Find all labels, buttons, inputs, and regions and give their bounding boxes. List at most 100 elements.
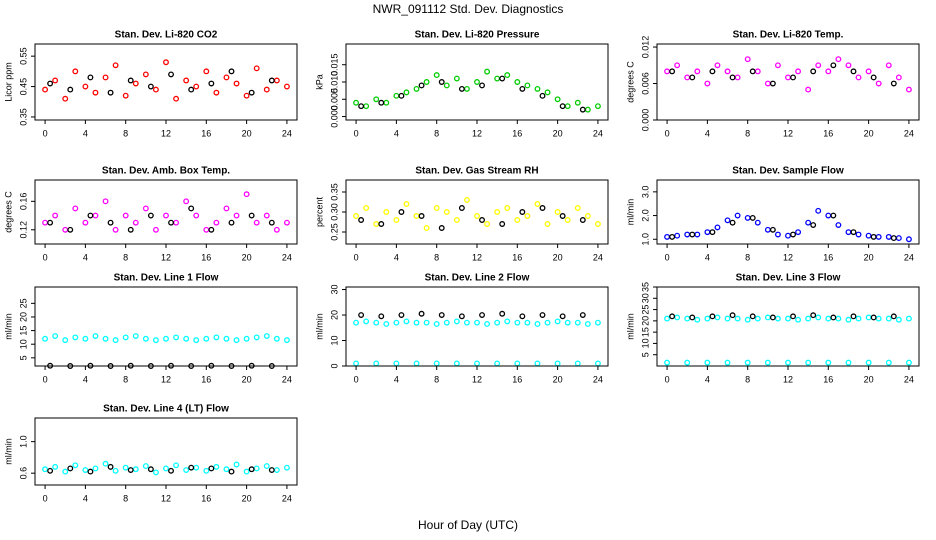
data-point: [398, 209, 405, 215]
data-point: [514, 319, 521, 326]
figure-title: NWR_091112 Std. Dev. Diagnostics: [373, 2, 564, 16]
data-point: [845, 359, 852, 366]
data-point: [855, 315, 862, 322]
data-point: [664, 359, 671, 366]
data-point: [805, 219, 812, 226]
x-axis-label: Hour of Day (UTC): [418, 518, 518, 532]
data-point: [664, 68, 671, 75]
data-point: [47, 219, 54, 226]
x-tick-label: 24: [593, 128, 603, 138]
x-tick-label: 8: [123, 374, 128, 384]
data-point: [474, 213, 480, 219]
data-point: [443, 82, 450, 89]
data-point: [127, 467, 134, 473]
data-point: [353, 319, 360, 326]
data-point: [870, 74, 877, 81]
data-point: [544, 89, 551, 96]
x-tick-label: 12: [161, 493, 171, 503]
y-tick-label: 25: [640, 305, 650, 315]
data-point: [393, 217, 400, 223]
y-tick-label: 0.000: [329, 105, 339, 128]
data-point: [875, 233, 882, 240]
data-point: [729, 312, 736, 319]
data-point: [579, 106, 586, 113]
data-point: [228, 68, 235, 75]
y-tick-label: 30: [329, 285, 339, 295]
data-point: [769, 80, 776, 87]
data-point: [213, 219, 220, 226]
data-point: [764, 359, 771, 366]
data-point: [564, 319, 571, 326]
data-point: [92, 465, 99, 472]
data-point: [764, 226, 771, 233]
y-tick-label: 0.25: [329, 223, 339, 241]
data-point: [754, 219, 761, 226]
data-point: [102, 74, 109, 81]
data-point: [47, 467, 54, 474]
data-point: [564, 217, 571, 223]
data-point: [102, 335, 109, 342]
y-tick-label: 5: [640, 352, 650, 357]
x-tick-label: 16: [823, 374, 833, 384]
data-point: [594, 221, 601, 227]
data-point: [62, 226, 69, 233]
data-point: [694, 231, 701, 238]
data-point: [203, 68, 210, 75]
panel-title: Stan. Dev. Sample Flow: [732, 166, 844, 177]
x-tick-label: 4: [83, 252, 88, 262]
data-point: [52, 333, 59, 339]
data-point: [403, 201, 410, 207]
data-point: [188, 464, 195, 471]
data-point: [885, 315, 892, 322]
data-point: [524, 213, 531, 219]
data-point: [127, 77, 134, 84]
data-point: [494, 319, 501, 326]
data-point: [539, 92, 546, 99]
data-point: [684, 231, 691, 238]
panel: Stan. Dev. Line 1 Flow ml/min 0 4 8 12 16 20 24 5…: [3, 273, 298, 384]
y-tick-label: 3.0: [640, 186, 650, 199]
data-point: [453, 360, 460, 367]
data-point: [514, 360, 521, 367]
data-point: [825, 212, 832, 219]
data-point: [52, 77, 59, 84]
data-point: [905, 315, 912, 322]
data-point: [684, 74, 691, 81]
data-point: [87, 468, 94, 475]
x-tick-label: 12: [472, 128, 482, 138]
y-tick-label: 1.0: [18, 435, 28, 448]
data-point: [263, 212, 270, 219]
data-point: [689, 74, 696, 81]
data-point: [42, 335, 49, 342]
data-point: [243, 92, 250, 99]
data-point: [67, 226, 74, 233]
y-tick-label: 0.000: [640, 109, 650, 132]
data-point: [584, 321, 591, 327]
data-point: [268, 77, 275, 84]
data-point: [107, 463, 114, 470]
panel-title: Stan. Dev. Li-820 Pressure: [415, 30, 540, 41]
data-point: [559, 313, 566, 320]
x-tick-label: 0: [43, 493, 48, 503]
plot-frame: [656, 179, 920, 245]
data-point: [674, 232, 681, 239]
y-tick-label: 0.55: [18, 47, 28, 65]
data-point: [228, 219, 235, 226]
data-point: [744, 316, 751, 323]
data-point: [413, 319, 420, 326]
data-point: [403, 318, 410, 325]
data-point: [398, 312, 405, 318]
data-point: [744, 359, 751, 366]
data-point: [193, 83, 200, 90]
data-point: [433, 360, 440, 367]
data-point: [373, 96, 380, 103]
data-point: [163, 465, 169, 472]
panel-title: Stan. Dev. Li-820 Temp.: [733, 30, 844, 41]
data-point: [694, 68, 701, 75]
data-point: [564, 103, 571, 110]
data-point: [764, 80, 771, 87]
data-point: [764, 314, 771, 321]
data-point: [92, 333, 99, 339]
data-point: [554, 318, 561, 325]
y-tick-label: 0.16: [18, 193, 28, 211]
